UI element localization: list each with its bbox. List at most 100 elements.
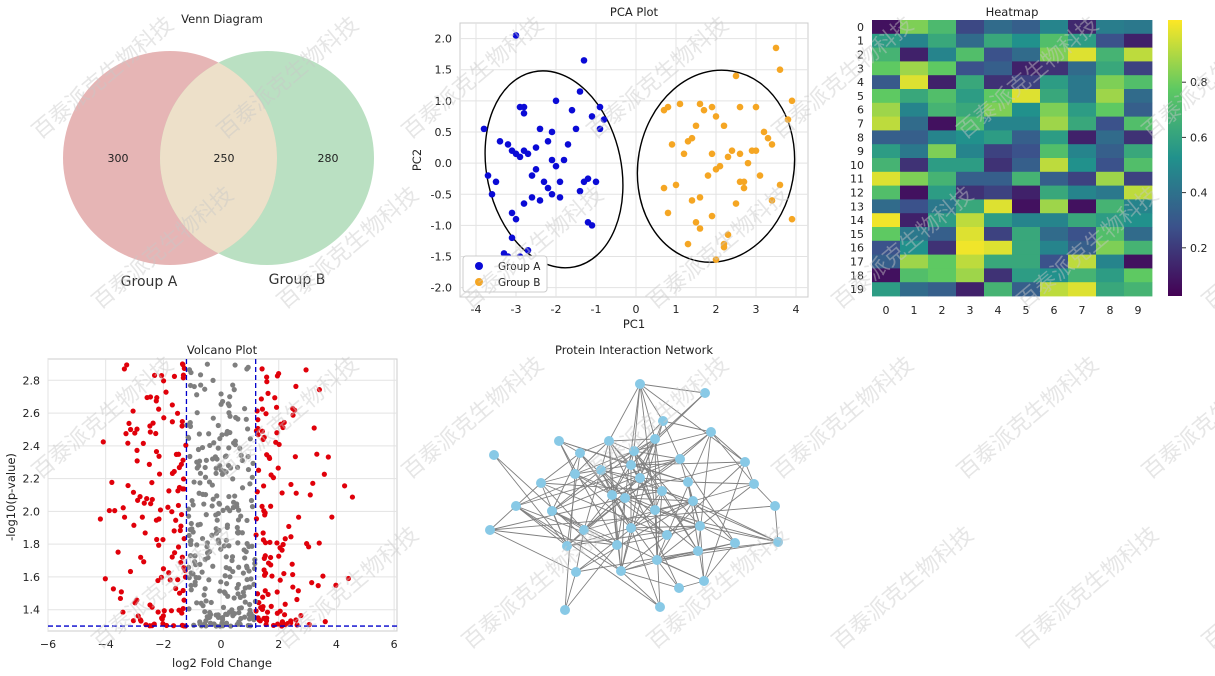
volcano-point-nonsignificant <box>188 587 194 593</box>
pca-point-b <box>684 138 692 145</box>
heatmap-x-tick: 9 <box>1135 304 1142 317</box>
volcano-point-nonsignificant <box>239 457 245 464</box>
heatmap-y-tick: 14 <box>850 214 864 227</box>
heatmap-cell <box>1068 75 1097 90</box>
volcano-point-significant <box>179 423 185 429</box>
pca-point-a <box>552 162 560 170</box>
heatmap-cell <box>928 254 957 269</box>
volcano-point-nonsignificant <box>234 524 240 531</box>
volcano-point-nonsignificant <box>194 392 200 398</box>
volcano-point-nonsignificant <box>249 474 255 480</box>
heatmap-cell <box>1040 254 1069 269</box>
heatmap-cell <box>872 240 901 255</box>
heatmap-cell <box>984 158 1013 173</box>
volcano-point-significant <box>176 607 182 613</box>
heatmap-cell <box>900 116 929 131</box>
heatmap-cell <box>872 213 901 228</box>
heatmap-cell <box>1096 213 1125 228</box>
volcano-point-nonsignificant <box>231 595 237 601</box>
volcano-point-significant <box>163 389 169 395</box>
network-edge <box>551 458 681 512</box>
heatmap-cell <box>900 185 929 200</box>
volcano-point-nonsignificant <box>217 435 223 442</box>
pca-point-a <box>600 116 608 123</box>
venn-b-only-count: 280 <box>318 152 339 165</box>
volcano-point-nonsignificant <box>210 415 216 421</box>
volcano-point-significant <box>279 547 285 553</box>
volcano-point-nonsignificant <box>188 520 194 527</box>
colorbar-tick-label: 0.2 <box>1190 242 1208 255</box>
pca-point-a <box>556 178 564 186</box>
pca-point-b <box>732 72 740 80</box>
heatmap-y-tick: 4 <box>857 76 864 89</box>
heatmap-cell <box>900 282 929 297</box>
heatmap-cell <box>872 75 901 90</box>
heatmap-cell <box>1012 47 1041 62</box>
pca-x-tick: -1 <box>591 303 602 316</box>
network-node <box>658 416 668 426</box>
volcano-point-significant <box>257 618 263 624</box>
pca-point-a <box>552 97 560 105</box>
heatmap-cell <box>956 227 985 242</box>
volcano-x-tick: 0 <box>218 638 225 651</box>
pca-point-a <box>520 200 528 207</box>
volcano-point-significant <box>292 407 298 413</box>
pca-legend: Group A Group B <box>462 255 548 293</box>
heatmap-cell <box>928 240 957 255</box>
heatmap-cell <box>956 171 985 186</box>
heatmap-cell <box>872 199 901 214</box>
pca-point-a <box>536 197 544 204</box>
volcano-point-significant <box>102 576 108 582</box>
volcano-point-nonsignificant <box>196 431 202 437</box>
volcano-point-significant <box>141 559 147 565</box>
pca-point-a <box>544 138 552 145</box>
volcano-point-nonsignificant <box>213 512 219 518</box>
volcano-point-significant <box>153 448 160 455</box>
heatmap-cell <box>872 171 901 186</box>
heatmap-cell <box>928 75 957 90</box>
heatmap-cell <box>1124 75 1153 90</box>
network-edge <box>662 420 681 460</box>
volcano-x-label: log2 Fold Change <box>172 656 272 670</box>
pca-point-b <box>776 181 784 189</box>
volcano-point-significant <box>147 602 153 608</box>
volcano-point-significant <box>156 471 163 477</box>
volcano-point-significant <box>150 420 156 426</box>
volcano-point-nonsignificant <box>227 413 233 419</box>
heatmap-cell <box>1040 75 1069 90</box>
heatmap-cell <box>956 89 985 104</box>
volcano-point-significant <box>171 528 177 534</box>
volcano-point-significant <box>131 522 137 528</box>
heatmap-y-tick: 13 <box>850 200 864 213</box>
heatmap-y-tick: 8 <box>857 131 864 144</box>
network-edge <box>624 497 694 502</box>
volcano-point-nonsignificant <box>235 530 241 536</box>
volcano-point-significant <box>303 367 309 373</box>
volcano-point-significant <box>258 396 264 402</box>
pca-x-tick: 4 <box>793 303 800 316</box>
volcano-point-nonsignificant <box>186 532 192 539</box>
volcano-point-significant <box>260 594 266 600</box>
volcano-point-significant <box>144 394 150 401</box>
volcano-point-nonsignificant <box>201 592 207 598</box>
heatmap-cell <box>1012 20 1041 35</box>
heatmap-cell <box>928 213 957 228</box>
pca-point-a <box>508 234 516 242</box>
volcano-point-nonsignificant <box>223 537 229 543</box>
heatmap-cell <box>1124 282 1153 297</box>
pca-point-a <box>576 187 584 195</box>
network-edge <box>583 500 694 531</box>
volcano-point-significant <box>281 612 288 618</box>
volcano-point-significant <box>120 609 126 615</box>
heatmap-cell <box>872 282 901 297</box>
heatmap-y-tick: 19 <box>850 283 864 296</box>
pca-x-tick: -3 <box>511 303 522 316</box>
volcano-point-nonsignificant <box>223 554 229 560</box>
pca-y-ticks: -2.0 -1.5 -1.0 -0.5 0.0 0.5 1.0 1.5 2.0 <box>431 33 452 295</box>
network-edge <box>692 500 736 544</box>
heatmap-cell <box>900 89 929 104</box>
heatmap-y-tick: 5 <box>857 90 864 103</box>
network-edge <box>633 450 681 460</box>
pca-point-b <box>668 141 676 148</box>
heatmap-cell <box>956 61 985 76</box>
